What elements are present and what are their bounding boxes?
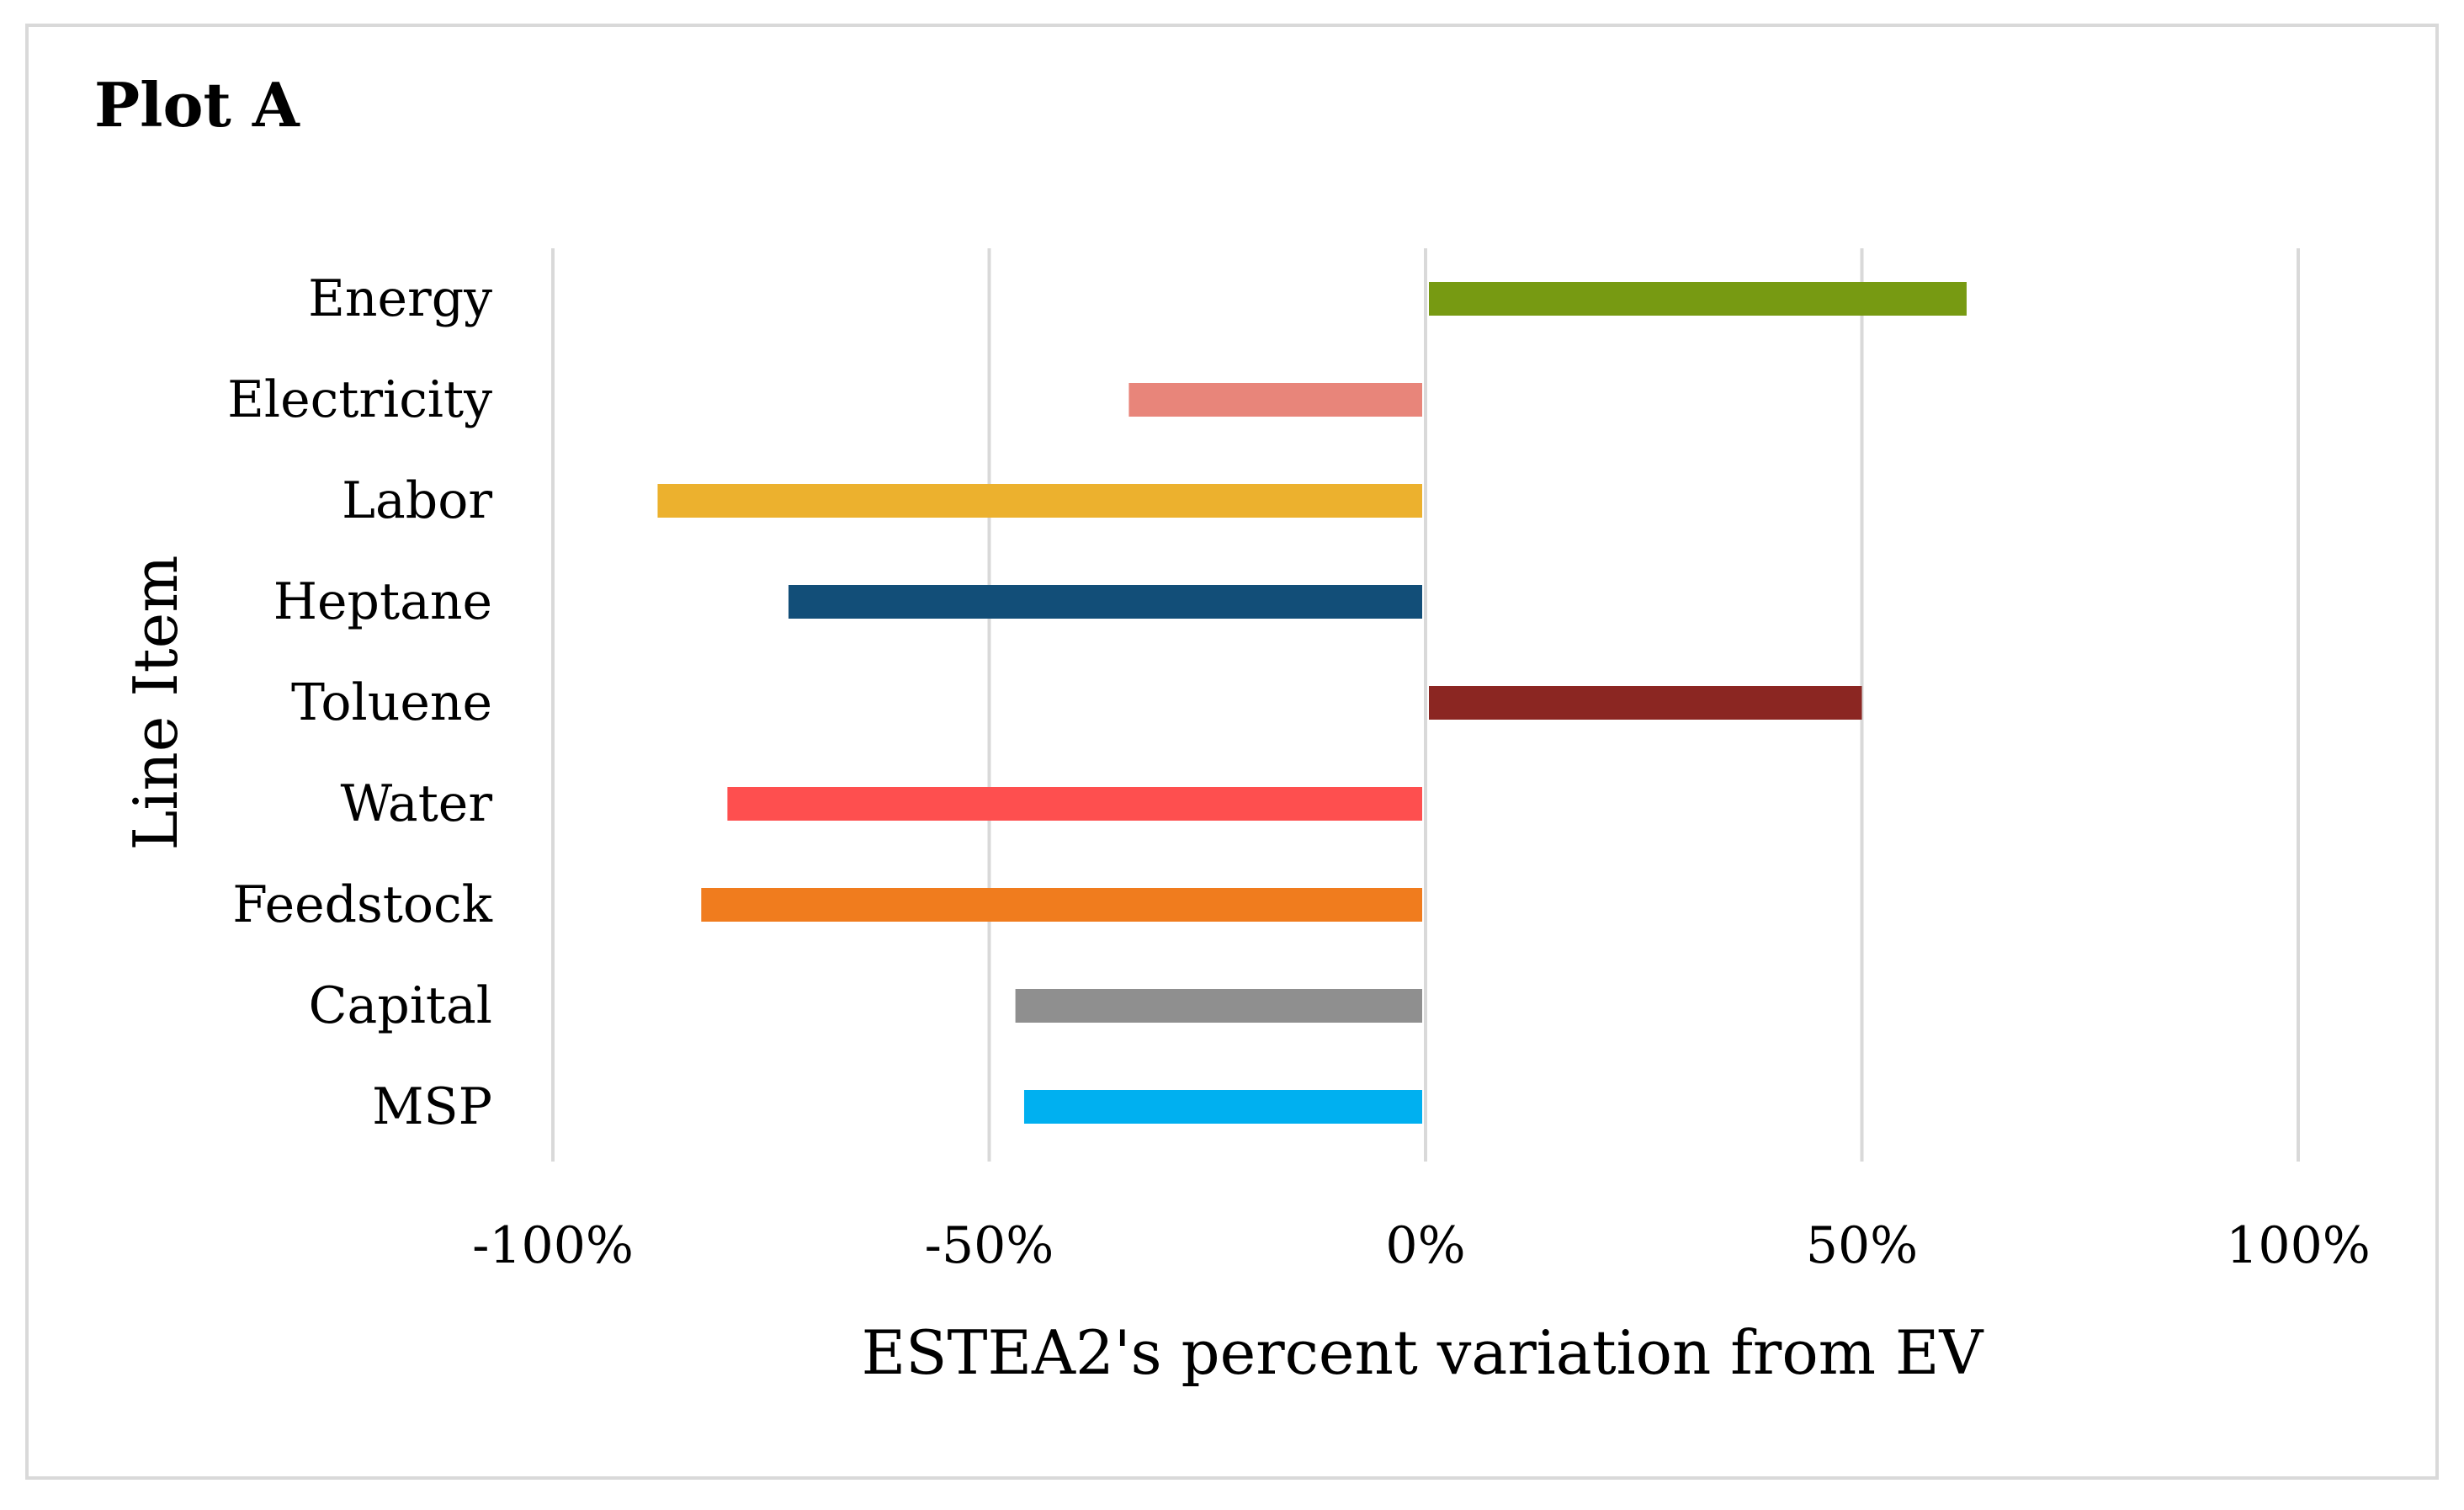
category-label-msp: MSP bbox=[372, 1077, 492, 1136]
category-label-toluene: Toluene bbox=[291, 673, 492, 732]
gridlines bbox=[551, 248, 2300, 1162]
bar-feedstock bbox=[701, 888, 1422, 922]
bar-msp bbox=[1023, 1090, 1422, 1124]
chart-frame bbox=[25, 24, 2439, 1480]
x-tick-label: 100% bbox=[2226, 1216, 2371, 1275]
bar-energy bbox=[1429, 282, 1967, 316]
category-label-water: Water bbox=[340, 774, 492, 833]
x-tick-label: -50% bbox=[925, 1216, 1054, 1275]
bar-toluene bbox=[1429, 686, 1862, 720]
bars bbox=[657, 282, 1967, 1124]
x-tick-label: 0% bbox=[1385, 1216, 1465, 1275]
category-label-heptane: Heptane bbox=[273, 572, 492, 631]
bar-water bbox=[727, 787, 1422, 821]
category-labels: Energy Electricity Labor Heptane Toluene Wate… bbox=[227, 269, 493, 1136]
bar-labor bbox=[657, 484, 1422, 518]
x-tick-label: -100% bbox=[472, 1216, 634, 1275]
chart-title: Plot A bbox=[94, 69, 300, 141]
bar-capital bbox=[1015, 989, 1422, 1023]
y-axis-title: Line Item bbox=[120, 556, 191, 851]
category-label-electricity: Electricity bbox=[227, 370, 492, 429]
x-axis-title: ESTEA2's percent variation from EV bbox=[862, 1317, 1985, 1388]
x-tick-labels: -100% -50% 0% 50% 100% bbox=[472, 1216, 2371, 1275]
category-label-feedstock: Feedstock bbox=[232, 875, 492, 934]
category-label-energy: Energy bbox=[308, 269, 492, 328]
x-tick-label: 50% bbox=[1806, 1216, 1918, 1275]
bar-heptane bbox=[788, 585, 1422, 619]
category-label-capital: Capital bbox=[309, 976, 492, 1035]
bar-electricity bbox=[1128, 383, 1422, 417]
category-label-labor: Labor bbox=[342, 471, 492, 530]
